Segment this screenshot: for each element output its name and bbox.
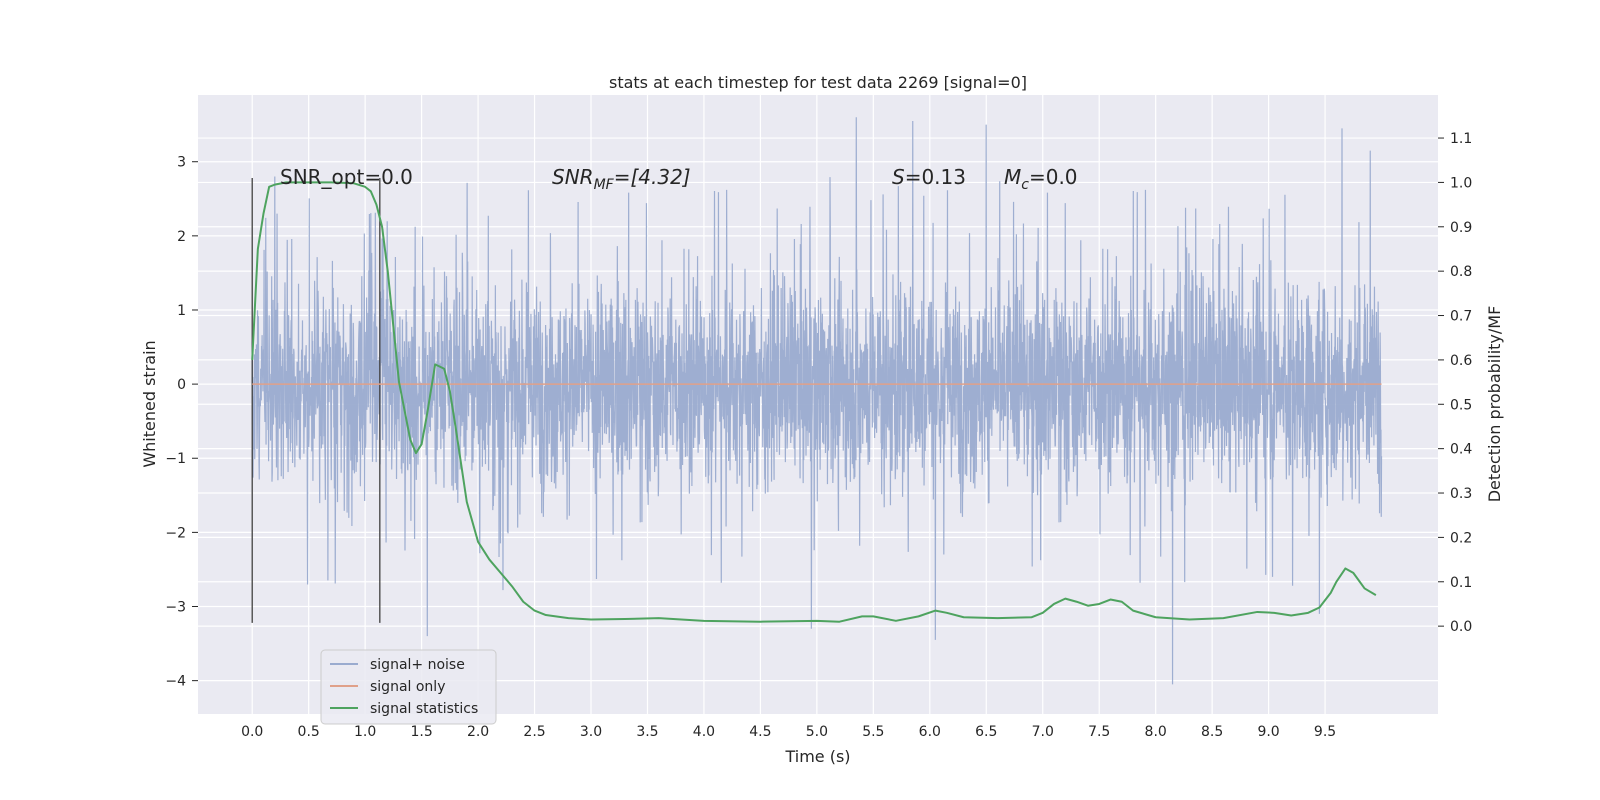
x-tick-label: 0.0 (241, 724, 263, 740)
x-tick-label: 8.5 (1201, 724, 1223, 740)
annotation-snr-mf-main: SNR (552, 165, 594, 189)
legend-box (320, 649, 497, 725)
x-tick-label: 7.0 (1032, 724, 1054, 740)
y-right-tick-label: 0.2 (1450, 530, 1472, 546)
y-right-tick-label: 0.4 (1450, 442, 1472, 458)
x-tick-label: 5.0 (806, 724, 828, 740)
y-axis-label: Whitened strain (140, 340, 159, 467)
y-right-tick-label: 1.0 (1450, 175, 1472, 191)
y-right-tick-label: 0.3 (1450, 486, 1472, 502)
annotation-mc: Mc=0.0 (1004, 165, 1078, 193)
y-right-tick-label: 0.0 (1450, 619, 1472, 635)
annotation-s-main: S (892, 165, 905, 189)
series-signal-statistics (251, 181, 1377, 623)
x-tick-label: 7.5 (1088, 724, 1110, 740)
y-right-tick-label: 0.7 (1450, 309, 1472, 325)
x-axis-ticks: 0.0 0.5 1.0 1.5 2.0 2.5 3.0 3.5 4.0 4.5 5.0 5.5 6.0 6… (241, 724, 1336, 740)
x-tick-label: 1.0 (354, 724, 376, 740)
signal-noise-line (251, 117, 1383, 685)
y-right-tick-label: 0.6 (1450, 353, 1472, 369)
y-tick-label: −4 (165, 674, 186, 690)
x-tick-label: 1.5 (410, 724, 432, 740)
annotation-snr-mf-value: =[4.32] (614, 165, 691, 189)
y-axis-right-ticks: 1.1 1.0 0.9 0.8 0.7 0.6 0.5 0.4 0.3 0.2 0.1 0.0 (1438, 131, 1472, 635)
x-tick-label: 4.0 (693, 724, 715, 740)
legend-label-signal-noise: signal+ noise (370, 657, 465, 673)
y-right-tick-label: 1.1 (1450, 131, 1472, 147)
y-tick-label: −2 (165, 525, 186, 541)
y-tick-label: −3 (165, 600, 186, 616)
annotation-s-value: =0.13 (905, 165, 966, 189)
annotation-s: S=0.13 (892, 165, 966, 189)
y-axis-right-label: Detection probability/MF (1485, 306, 1504, 503)
annotation-snr-opt: SNR_opt=0.0 (280, 165, 413, 189)
x-tick-label: 0.5 (298, 724, 320, 740)
y-axis-ticks: 3 2 1 0 −1 −2 −3 −4 (165, 155, 198, 690)
y-right-tick-label: 0.8 (1450, 264, 1472, 280)
x-tick-label: 9.5 (1314, 724, 1336, 740)
signal-statistics-line (251, 181, 1377, 623)
x-axis-label: Time (s) (784, 747, 850, 766)
annotation-snr-mf-sub: MF (594, 177, 615, 193)
y-right-tick-label: 0.9 (1450, 220, 1472, 236)
y-tick-label: 0 (177, 377, 186, 393)
x-tick-label: 4.5 (749, 724, 771, 740)
series-signal-noise (251, 117, 1383, 685)
y-right-tick-label: 0.1 (1450, 575, 1472, 591)
x-tick-label: 3.5 (636, 724, 658, 740)
legend-label-signal-statistics: signal statistics (370, 701, 478, 717)
x-tick-label: 2.0 (467, 724, 489, 740)
x-tick-label: 2.5 (523, 724, 545, 740)
event-markers (251, 178, 381, 623)
annotation-mc-value: =0.0 (1029, 165, 1078, 189)
chart-title: stats at each timestep for test data 226… (609, 73, 1027, 92)
annotation-mc-main: M (1004, 165, 1021, 189)
x-tick-label: 6.5 (975, 724, 997, 740)
y-tick-label: 1 (177, 303, 186, 319)
annotation-snr-mf: SNRMF=[4.32] (552, 165, 691, 193)
y-right-tick-label: 0.5 (1450, 397, 1472, 413)
x-tick-label: 9.0 (1257, 724, 1279, 740)
x-tick-label: 5.5 (862, 724, 884, 740)
y-tick-label: 3 (177, 155, 186, 171)
x-tick-label: 8.0 (1145, 724, 1167, 740)
x-tick-label: 3.0 (580, 724, 602, 740)
y-tick-label: −1 (165, 451, 186, 467)
x-tick-label: 6.0 (919, 724, 941, 740)
legend-label-signal-only: signal only (370, 679, 445, 695)
y-tick-label: 2 (177, 229, 186, 245)
annotation-mc-sub: c (1021, 177, 1029, 193)
legend: signal+ noise signal only signal statist… (320, 649, 497, 725)
